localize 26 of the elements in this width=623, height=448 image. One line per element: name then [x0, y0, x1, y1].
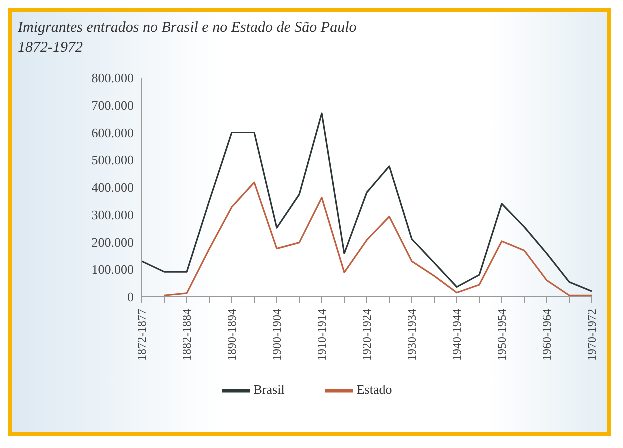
- line-series: [164, 182, 593, 296]
- line-series: [141, 112, 593, 292]
- x-tick-label: 1910-1914: [315, 309, 329, 361]
- chart-title: Imigrantes entrados no Brasil e no Estado de São Paulo: [18, 19, 357, 38]
- x-tick-label: 1890-1894: [225, 309, 239, 361]
- x-tick-label: 1872-1877: [135, 309, 149, 361]
- legend-label: Brasil: [254, 382, 285, 397]
- x-tick-label: 1970-1972: [585, 309, 599, 361]
- y-tick-label: 700.000: [92, 98, 134, 113]
- x-tick-label: 1882-1884: [180, 309, 194, 361]
- y-tick-label: 0: [128, 290, 134, 305]
- y-tick-label: 200.000: [92, 234, 134, 250]
- y-tick-label: 500.000: [92, 152, 134, 168]
- x-tick-label: 1930-1934: [405, 309, 419, 361]
- y-tick-label: 800.000: [92, 70, 134, 86]
- x-tick-label: 1950-1954: [495, 309, 509, 361]
- legend-label: Estado: [356, 382, 392, 397]
- y-tick-label: 600.000: [92, 125, 134, 140]
- x-tick-label: 1960-1964: [540, 309, 554, 361]
- y-tick-label: 100.000: [92, 262, 134, 278]
- x-tick-label: 1920-1924: [360, 309, 374, 361]
- y-tick-label: 400.000: [92, 180, 134, 196]
- x-tick-label: 1940-1944: [450, 309, 464, 361]
- y-tick-label: 300.000: [92, 207, 134, 222]
- x-tick-label: 1900-1904: [270, 309, 284, 361]
- chart-subtitle: 1872-1972: [18, 39, 84, 58]
